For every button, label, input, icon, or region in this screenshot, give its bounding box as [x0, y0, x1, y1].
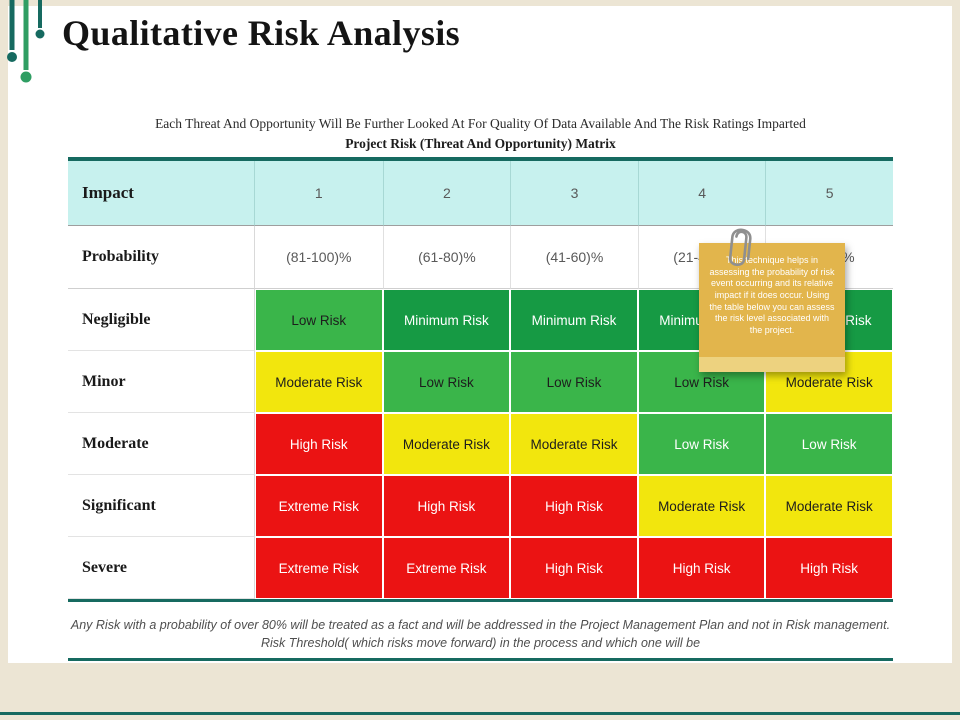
- risk-matrix-table: Impact 1 2 3 4 5 Probability (81-100)% (61-80)%(…: [68, 157, 893, 602]
- row-label-minor: Minor: [68, 351, 255, 413]
- page-title: Qualitative Risk Analysis: [62, 13, 461, 53]
- risk-cell: Moderate Risk: [255, 351, 383, 413]
- risk-cell: Moderate Risk: [765, 475, 893, 537]
- risk-cell: Extreme Risk: [255, 537, 383, 599]
- risk-cell: Low Risk: [510, 351, 638, 413]
- impact-level-1: 1: [255, 161, 383, 226]
- risk-cell: High Risk: [510, 475, 638, 537]
- subtitle: Each Threat And Opportunity Will Be Furt…: [68, 116, 893, 152]
- row-label-moderate: Moderate: [68, 413, 255, 475]
- impact-level-2: 2: [382, 161, 511, 226]
- probability-header-label: Probability: [68, 226, 255, 289]
- impact-level-3: 3: [510, 161, 638, 226]
- probability-range-2: (61-80)%: [382, 226, 511, 289]
- risk-cell: High Risk: [382, 475, 511, 537]
- risk-cell: Minimum Risk: [510, 289, 638, 351]
- risk-cell: Extreme Risk: [382, 537, 511, 599]
- sticky-note-fold: [699, 357, 845, 372]
- footer-note: Any Risk with a probability of over 80% …: [70, 618, 891, 651]
- impact-level-4: 4: [637, 161, 766, 226]
- impact-header-label: Impact: [68, 161, 255, 226]
- sticky-note-text: This technique helps in assessing the pr…: [709, 255, 835, 336]
- risk-cell: Moderate Risk: [382, 413, 511, 475]
- subtitle-line-1: Each Threat And Opportunity Will Be Furt…: [155, 116, 806, 131]
- probability-range-3: (41-60)%: [510, 226, 638, 289]
- page-frame-bottom: [0, 663, 960, 720]
- risk-cell: High Risk: [765, 537, 893, 599]
- plant-icon: [2, 0, 66, 97]
- row-label-severe: Severe: [68, 537, 255, 599]
- probability-range-1: (81-100)%: [255, 226, 383, 289]
- sticky-note: This technique helps in assessing the pr…: [699, 243, 845, 372]
- risk-cell: Low Risk: [637, 413, 766, 475]
- page-bottom-line: [0, 712, 960, 715]
- page-frame-top: [0, 0, 960, 6]
- risk-cell: Low Risk: [255, 289, 383, 351]
- paperclip-icon: [723, 223, 756, 279]
- page-frame-left: [0, 0, 8, 720]
- risk-cell: Low Risk: [765, 413, 893, 475]
- row-label-significant: Significant: [68, 475, 255, 537]
- subtitle-line-2: Project Risk (Threat And Opportunity) Ma…: [345, 136, 616, 151]
- row-label-negligible: Negligible: [68, 289, 255, 351]
- risk-cell: High Risk: [510, 537, 638, 599]
- impact-level-5: 5: [765, 161, 893, 226]
- page-frame-right: [952, 0, 960, 720]
- risk-cell: High Risk: [255, 413, 383, 475]
- bottom-divider-line: [68, 658, 893, 661]
- risk-cell: High Risk: [637, 537, 766, 599]
- risk-cell: Extreme Risk: [255, 475, 383, 537]
- risk-cell: Moderate Risk: [637, 475, 766, 537]
- risk-cell: Low Risk: [382, 351, 511, 413]
- risk-cell: Minimum Risk: [382, 289, 511, 351]
- risk-cell: Moderate Risk: [510, 413, 638, 475]
